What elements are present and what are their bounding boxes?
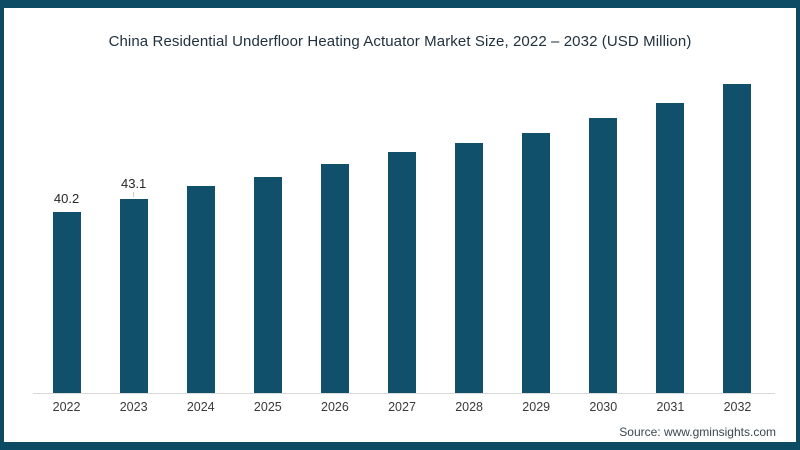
x-axis-label-2026: 2026 bbox=[321, 400, 349, 414]
bar-slot-2029 bbox=[503, 83, 570, 393]
bar-slot-2031 bbox=[637, 83, 704, 393]
bar-2027 bbox=[388, 152, 417, 393]
bar-slot-2028 bbox=[436, 83, 503, 393]
x-axis-label-2030: 2030 bbox=[589, 400, 618, 414]
bar-slot-2024 bbox=[167, 83, 234, 393]
bar-2029 bbox=[522, 133, 551, 393]
x-axis-label-2029: 2029 bbox=[522, 400, 551, 414]
bar-2024 bbox=[186, 186, 215, 393]
bar-2023 bbox=[119, 199, 148, 393]
bar-2032 bbox=[723, 84, 752, 393]
bar-slot-2025 bbox=[234, 83, 301, 393]
bar-2026 bbox=[320, 164, 349, 393]
x-axis-label-2031: 2031 bbox=[656, 400, 685, 414]
x-axis-label-2024: 2024 bbox=[186, 400, 215, 414]
bar-slot-2022: 40.2 bbox=[33, 83, 100, 393]
x-axis-line bbox=[33, 393, 775, 394]
x-axis-label-2025: 2025 bbox=[253, 400, 282, 414]
bar-slot-2023: 43.1 bbox=[100, 83, 167, 393]
source-note: Source: www.gminsights.com bbox=[619, 425, 776, 439]
bar-2031 bbox=[656, 103, 685, 393]
bar-slot-2030 bbox=[570, 83, 637, 393]
chart-title: China Residential Underfloor Heating Act… bbox=[108, 33, 692, 50]
x-axis-label-2028: 2028 bbox=[455, 400, 484, 414]
x-axis-label-2022: 2022 bbox=[52, 400, 81, 414]
x-axis-labels: 2022 2023 2024 2025 2026 2027 2028 2029 2030 2031… bbox=[33, 400, 771, 414]
label-leader-tick bbox=[133, 192, 135, 197]
bar-slot-2027 bbox=[368, 83, 435, 393]
bar-value-label-2022: 40.2 bbox=[53, 191, 80, 206]
bar-2025 bbox=[253, 177, 282, 393]
bar-2028 bbox=[455, 143, 484, 393]
bar-2022 bbox=[52, 212, 81, 393]
bar-2030 bbox=[589, 118, 618, 393]
bar-value-label-2023: 43.1 bbox=[120, 176, 147, 191]
x-axis-label-2023: 2023 bbox=[119, 400, 148, 414]
plot-area: 40.2 43.1 bbox=[33, 83, 771, 393]
bar-slot-2026 bbox=[301, 83, 368, 393]
x-axis-label-2027: 2027 bbox=[388, 400, 416, 414]
bar-slot-2032 bbox=[704, 83, 771, 393]
x-axis-label-2032: 2032 bbox=[723, 400, 752, 414]
